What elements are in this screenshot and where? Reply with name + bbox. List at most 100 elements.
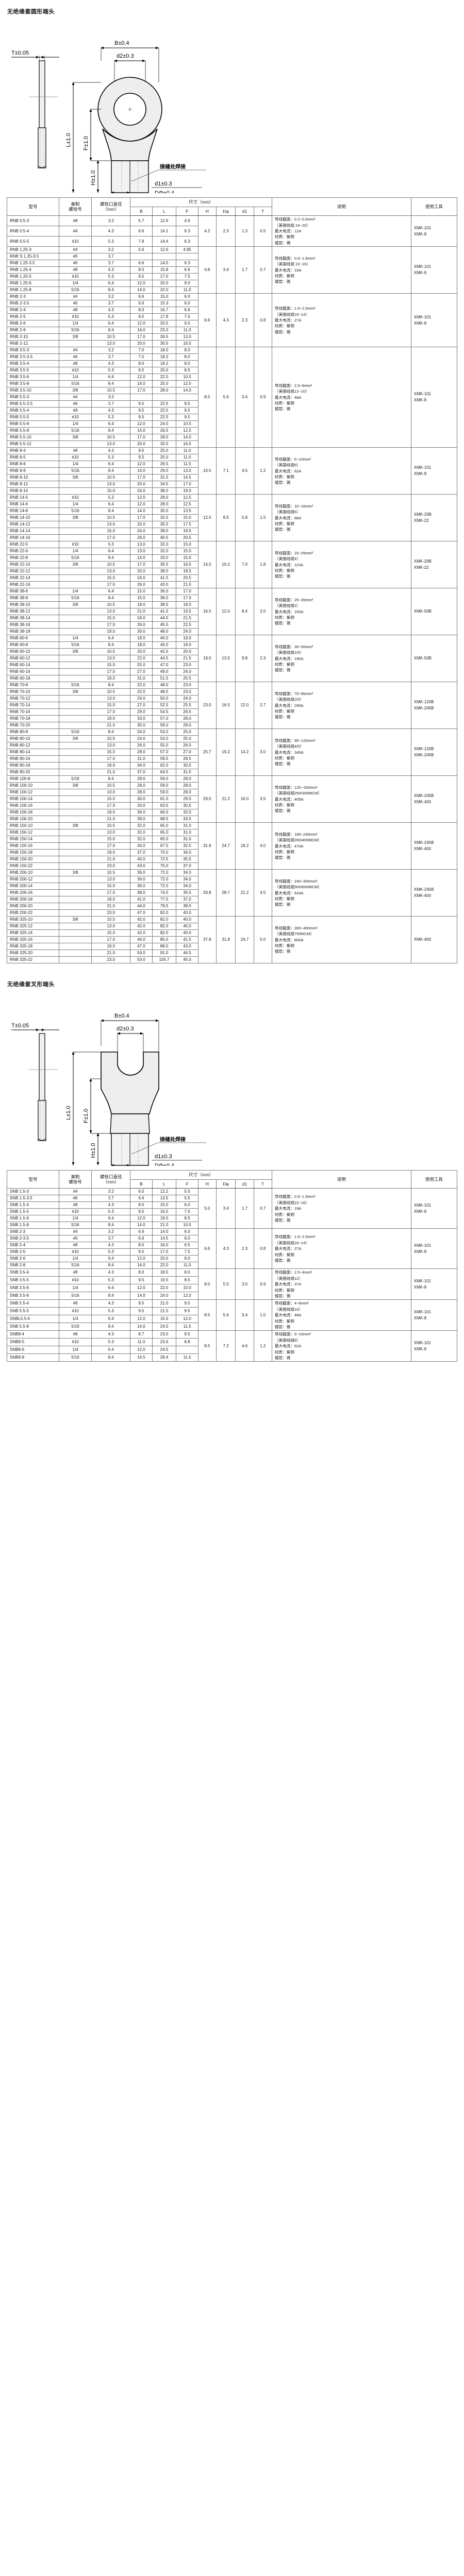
cell-dim-f: 19.0 (176, 487, 198, 495)
cell-dim-h: 16.5 (197, 588, 217, 636)
cell-bolt-dia: 19.0 (91, 943, 131, 951)
th-dim-l: L (152, 206, 177, 216)
cell-dim-d1: 18.2 (235, 822, 254, 870)
cell-bolt-dia: 10.5 (91, 561, 131, 569)
cell-dim-f: 16.5 (176, 340, 198, 348)
cell-model: RNB 14-12 (7, 521, 59, 529)
cell-model: RNB 5.5-5 (7, 414, 59, 421)
cell-bolt-dia: 19.0 (91, 809, 131, 817)
cell-dim-l: 35.5 (152, 521, 177, 529)
cell-us-bolt: 3/8 (58, 782, 92, 790)
table-row: RNB 14-6 1/4 6.4 12.0 28.0 12.5 (7, 501, 457, 509)
cell-us-bolt: #8 (58, 407, 92, 415)
cell-dim-f: 9.0 (176, 280, 198, 287)
cell-model: SNB 2-3.5 (7, 1235, 59, 1243)
cell-dim-l: 57.0 (152, 715, 177, 723)
cell-bolt-dia: 5.3 (91, 541, 131, 549)
cell-dim-b: 53.0 (130, 956, 153, 964)
cell-dim-f: 14.5 (176, 474, 198, 482)
cell-bolt-dia: 5.3 (91, 414, 131, 421)
cell-dim-b: 22.0 (130, 682, 153, 689)
cell-dim-t: 5.0 (253, 916, 272, 964)
cell-bolt-dia: 15.0 (91, 615, 131, 622)
table-row: RNB 80-10 3/8 10.5 24.0 53.0 25.0 (7, 735, 457, 743)
cell-dim-b: 28.0 (130, 782, 153, 790)
cell-bolt-dia: 5.3 (91, 273, 131, 281)
cell-dim-f: 27.0 (176, 749, 198, 756)
cell-us-bolt: 5/16 (58, 1323, 92, 1331)
cell-dim-f: 23.0 (176, 662, 198, 669)
cell-model: RNB 2-5 (7, 313, 59, 321)
cell-bolt-dia: 13.0 (91, 568, 131, 575)
cell-tool: XMK-50B (410, 635, 458, 683)
cell-model: SNB 2-6 (7, 1255, 59, 1263)
cell-model: RNB 80-8 (7, 728, 59, 736)
cell-dim-b: 50.0 (130, 950, 153, 957)
cell-dim-t: 4.0 (253, 822, 272, 870)
table-row: RNB 3.5-5 #10 5.3 9.5 20.0 8.5 (7, 367, 457, 375)
cell-bolt-dia: 10.5 (91, 601, 131, 609)
cell-bolt-dia: 19.0 (91, 896, 131, 904)
cell-dim-b: 21.0 (130, 608, 153, 616)
cell-bolt-dia: 3.7 (91, 1235, 131, 1243)
table-row: RNB 22-8 5/16 8.4 14.0 33.0 15.0 (7, 554, 457, 562)
cell-dim-f: 9.5 (176, 400, 198, 408)
cell-dim-f: 40.0 (176, 916, 198, 924)
cell-dim-d1: 24.7 (235, 916, 254, 964)
cell-dim-d1: 7.0 (235, 541, 254, 589)
cell-dim-f: 34.0 (176, 849, 198, 857)
cell-dim-l: 30.5 (152, 340, 177, 348)
cell-dim-l: 23.0 (152, 1330, 177, 1339)
table-row: RNB 3.5-6 1/4 6.4 12.0 22.5 10.5 (7, 374, 457, 381)
cell-dim-t: 0.7 (253, 246, 272, 294)
cell-model: RNB 22-5 (7, 541, 59, 549)
cell-dim-b: 14.0 (130, 554, 153, 562)
table-row: RNB 70-8 5/16 8.4 22.0 48.0 23.0 23.0 16.5 12.0 2… (7, 682, 458, 730)
cell-us-bolt (58, 829, 92, 837)
cell-bolt-dia: 5.3 (91, 1248, 131, 1256)
cell-bolt-dia: 3.7 (91, 1195, 131, 1202)
cell-description: 导线截面：1.5~2.5mm² （美国线规16~14） 最大电流：27A 材质：紫铜镀… (271, 1228, 411, 1269)
cell-dim-b: 6.6 (130, 260, 153, 267)
cell-dim-b: 7.0 (130, 353, 153, 361)
cell-dim-d1: 3.4 (235, 1299, 254, 1331)
cell-dim-b: 40.0 (130, 856, 153, 863)
cell-model: SNB 3.5-5 (7, 1276, 59, 1285)
cell-us-bolt (58, 816, 92, 823)
table-row: SNB 5.5-5 #10 5.3 9.5 21.5 9.5 (7, 1307, 457, 1316)
cell-dim-l: 14.4 (152, 236, 177, 247)
cell-dim-f: 25.0 (176, 735, 198, 743)
fork-table-body: SNB 1.5-3 #4 3.2 6.0 12.2 5.5 5.0 3.4 1.7 0.7 导线截面… (7, 1188, 458, 1362)
table-row: RNB 200-14 15.0 36.0 72.0 34.0 (7, 883, 457, 890)
cell-dim-t: 0.9 (253, 1268, 272, 1300)
cell-model: RNB 60-12 (7, 655, 59, 663)
cell-dim-l: 44.5 (152, 655, 177, 663)
label-outer-d: DΦ±0.4 (155, 190, 174, 193)
cell-dim-f: 6.0 (176, 1201, 198, 1209)
cell-bolt-dia: 8.4 (91, 775, 131, 783)
cell-dim-f: 23.0 (176, 682, 198, 689)
cell-dim-b: 22.0 (130, 688, 153, 696)
table-row: RNB 1.25-6 1/4 6.4 12.0 20.0 9.0 (7, 280, 457, 287)
cell-dim-l: 68.5 (152, 816, 177, 823)
cell-dim-f: 13.0 (176, 467, 198, 475)
table-row: RNB 2-3 #4 3.2 6.6 15.0 6.0 6.6 4.3 2.3 0.8 导线截面：1… (7, 293, 458, 348)
cell-dim-f: 7.0 (176, 1208, 198, 1216)
cell-dim-h: 5.0 (197, 1188, 217, 1229)
cell-us-bolt (58, 889, 92, 897)
cell-us-bolt (58, 722, 92, 730)
cell-dim-d1: 4.6 (235, 1330, 254, 1362)
cell-us-bolt: #8 (58, 1242, 92, 1249)
cell-model: RNB 3.5-6 (7, 374, 59, 381)
cell-dim-b: 15.0 (130, 595, 153, 602)
cell-dim-l: 19.2 (152, 360, 177, 368)
cell-bolt-dia: 3.7 (91, 260, 131, 267)
cell-bolt-dia: 17.0 (91, 534, 131, 542)
table-row: SNB 3.5-8 5/16 8.4 14.0 24.0 12.0 (7, 1292, 457, 1300)
cell-tool: XMK-245B XMK-400 (410, 869, 458, 917)
cell-bolt-dia: 13.0 (91, 440, 131, 448)
cell-dim-l: 38.0 (152, 568, 177, 575)
label-thickness: T±0.05 (11, 50, 29, 56)
table-row: RNB 325-22 23.0 53.0 105.7 45.0 (7, 956, 457, 964)
cell-us-bolt: #4 (58, 226, 92, 237)
